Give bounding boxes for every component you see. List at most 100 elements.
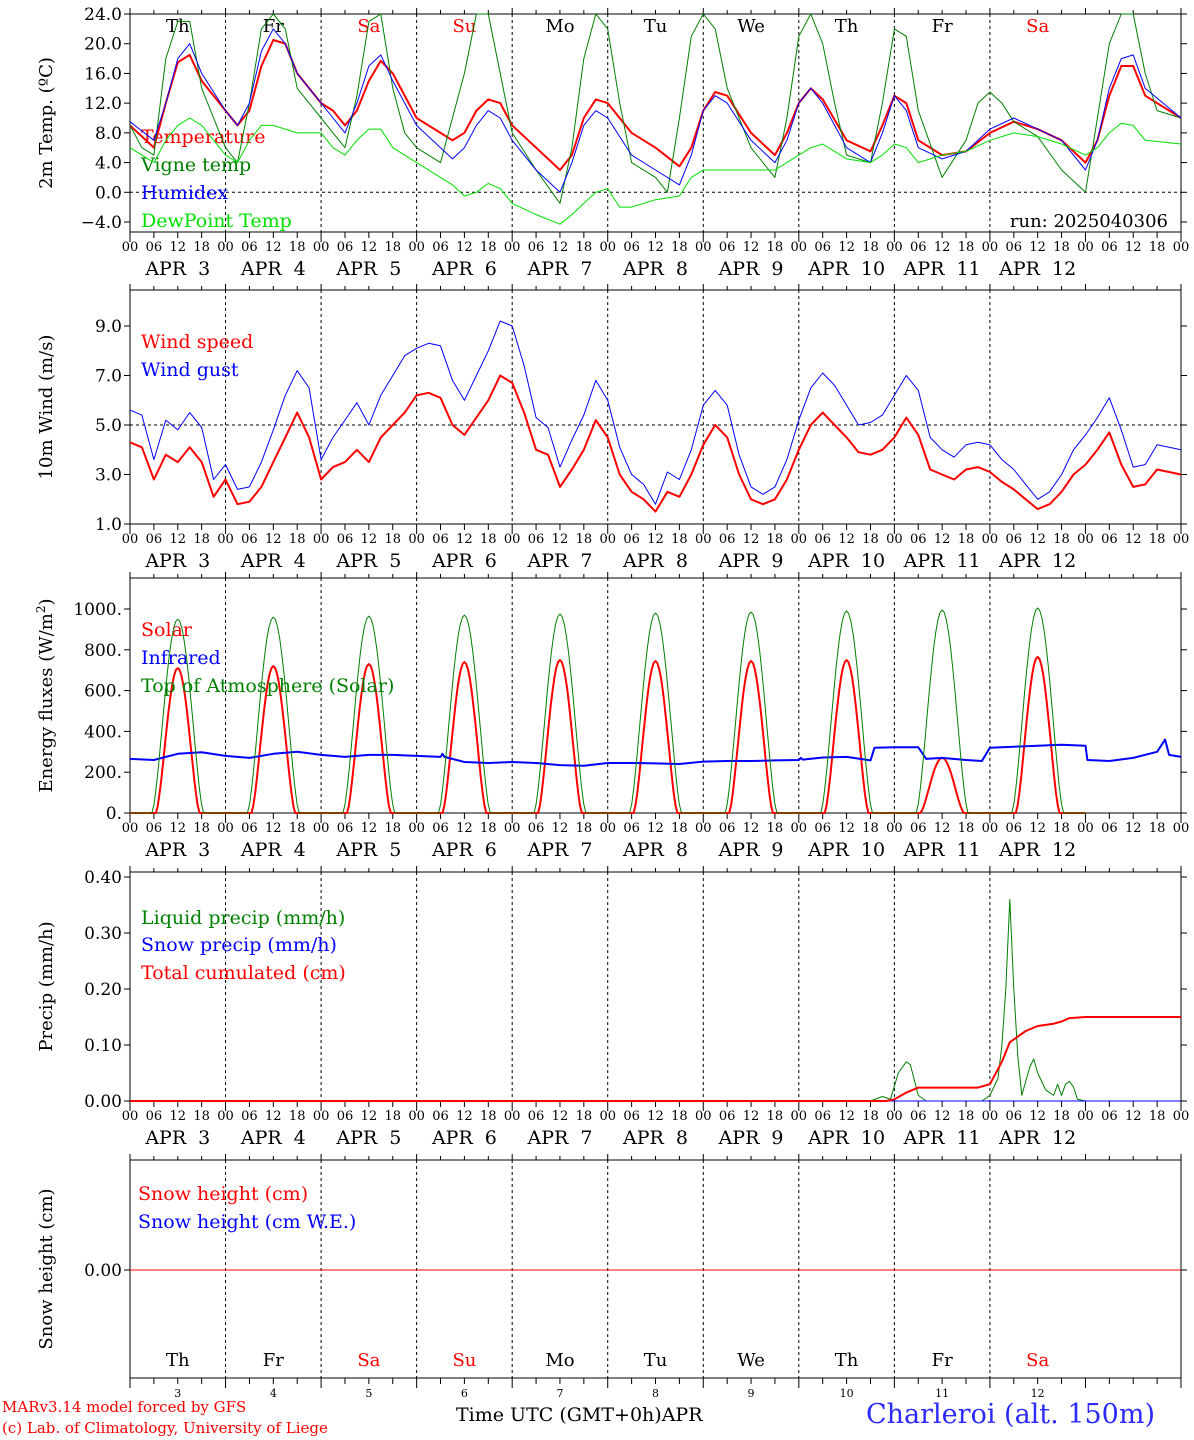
day-number: 10 bbox=[861, 1127, 885, 1149]
hour-label: 12 bbox=[552, 532, 569, 547]
day-number: 11 bbox=[956, 839, 980, 861]
month-text: APR bbox=[240, 839, 283, 861]
hour-label: 12 bbox=[265, 821, 282, 836]
day-number: 6 bbox=[485, 1127, 497, 1149]
month-text: APR bbox=[622, 550, 665, 572]
hour-label: 18 bbox=[671, 240, 688, 255]
hour-label: 00 bbox=[886, 240, 903, 255]
hour-label: 00 bbox=[695, 240, 712, 255]
y-tick-label: 800. bbox=[84, 641, 122, 661]
day-number: 3 bbox=[198, 258, 210, 280]
hour-label: 12 bbox=[934, 240, 951, 255]
hour-label: 18 bbox=[767, 240, 784, 255]
hour-label: 18 bbox=[1149, 821, 1166, 836]
hour-label: 00 bbox=[791, 240, 808, 255]
day-number: 10 bbox=[861, 258, 885, 280]
day-number: 7 bbox=[580, 550, 592, 572]
panel-1: −4.0 0.0 4.0 8.0 12.0 16.0 20.0 24.0 2m Temp. (º… bbox=[36, 5, 1189, 280]
y-tick-label: 0.30 bbox=[84, 924, 122, 944]
hour-label: 06 bbox=[1006, 532, 1023, 547]
series-line bbox=[130, 1016, 1181, 1102]
superscript: 2 bbox=[34, 605, 48, 613]
month-label: APR bbox=[661, 1404, 703, 1426]
date-label: APR 7 bbox=[527, 1127, 593, 1149]
hour-label: 12 bbox=[265, 1109, 282, 1124]
day-number: 5 bbox=[389, 258, 401, 280]
weekday-label: We bbox=[737, 1350, 765, 1371]
month-text: APR bbox=[718, 839, 761, 861]
month-text: APR bbox=[718, 258, 761, 280]
hour-label: 18 bbox=[1149, 1109, 1166, 1124]
series-line bbox=[129, 374, 1182, 513]
hour-label: 06 bbox=[910, 821, 927, 836]
day-number: 12 bbox=[1052, 550, 1076, 572]
day-number: 5 bbox=[389, 1127, 401, 1149]
date-label: APR 3 bbox=[144, 550, 210, 572]
hour-label: 12 bbox=[934, 1109, 951, 1124]
hour-label: 06 bbox=[337, 240, 354, 255]
date-label: APR 3 bbox=[144, 1127, 210, 1149]
hour-label: 18 bbox=[862, 1109, 879, 1124]
day-number: 11 bbox=[956, 1127, 980, 1149]
hour-label: 12 bbox=[456, 1109, 473, 1124]
hour-label: 18 bbox=[384, 1109, 401, 1124]
hour-label: 06 bbox=[719, 821, 736, 836]
y-tick-label: 400. bbox=[84, 722, 122, 742]
date-number: 10 bbox=[840, 1387, 854, 1400]
hour-label: 18 bbox=[193, 240, 210, 255]
legend-entry: Humidex bbox=[141, 182, 228, 204]
month-text: APR bbox=[622, 258, 665, 280]
day-number: 8 bbox=[676, 839, 688, 861]
date-label: APR 4 bbox=[240, 839, 306, 861]
hour-label: 18 bbox=[384, 821, 401, 836]
date-number: 6 bbox=[461, 1387, 468, 1400]
day-number: 4 bbox=[294, 550, 306, 572]
date-label: APR 4 bbox=[240, 1127, 306, 1149]
hour-label: 12 bbox=[1029, 532, 1046, 547]
hour-label: 12 bbox=[552, 240, 569, 255]
date-label: APR 10 bbox=[807, 1127, 885, 1149]
y-tick-label: 0.00 bbox=[84, 1261, 122, 1281]
day-number: 8 bbox=[676, 550, 688, 572]
hour-label: 12 bbox=[361, 821, 378, 836]
time-label: Time UTC (GMT+0h) bbox=[456, 1404, 662, 1426]
day-number: 12 bbox=[1052, 258, 1076, 280]
y-tick-label: 16.0 bbox=[84, 64, 122, 84]
hour-label: 12 bbox=[169, 1109, 186, 1124]
legend-entry: Top of Atmosphere (Solar) bbox=[141, 675, 394, 697]
hour-label: 00 bbox=[791, 821, 808, 836]
hour-label: 06 bbox=[432, 532, 449, 547]
weekday-label: Sa bbox=[1026, 16, 1049, 37]
hour-label: 06 bbox=[146, 821, 163, 836]
hour-label: 06 bbox=[719, 1109, 736, 1124]
date-number: 12 bbox=[1031, 1387, 1045, 1400]
hour-label: 00 bbox=[408, 532, 425, 547]
month-text: APR bbox=[240, 258, 283, 280]
label-tail: ) bbox=[36, 598, 57, 605]
y-tick-label: 12.0 bbox=[84, 94, 122, 114]
hour-label: 18 bbox=[767, 821, 784, 836]
date-label: APR 10 bbox=[807, 550, 885, 572]
day-number: 6 bbox=[485, 839, 497, 861]
series-line bbox=[129, 117, 1182, 225]
hour-label: 12 bbox=[265, 240, 282, 255]
hour-label: 18 bbox=[576, 532, 593, 547]
hour-label: 12 bbox=[552, 1109, 569, 1124]
date-label: APR 3 bbox=[144, 258, 210, 280]
hour-label: 18 bbox=[480, 240, 497, 255]
day-number: 8 bbox=[676, 258, 688, 280]
hour-label: 18 bbox=[862, 532, 879, 547]
hour-label: 18 bbox=[576, 240, 593, 255]
y-axis-label: 2m Temp. (ºC) bbox=[36, 57, 57, 189]
hour-label: 18 bbox=[767, 532, 784, 547]
hour-label: 18 bbox=[1053, 1109, 1070, 1124]
month-text: APR bbox=[622, 1127, 665, 1149]
hour-label: 06 bbox=[337, 821, 354, 836]
hour-label: 12 bbox=[169, 532, 186, 547]
hour-label: 18 bbox=[671, 1109, 688, 1124]
hour-label: 12 bbox=[647, 821, 664, 836]
date-label: APR 7 bbox=[527, 839, 593, 861]
hour-label: 00 bbox=[504, 821, 521, 836]
day-number: 9 bbox=[771, 258, 783, 280]
hour-label: 06 bbox=[432, 821, 449, 836]
